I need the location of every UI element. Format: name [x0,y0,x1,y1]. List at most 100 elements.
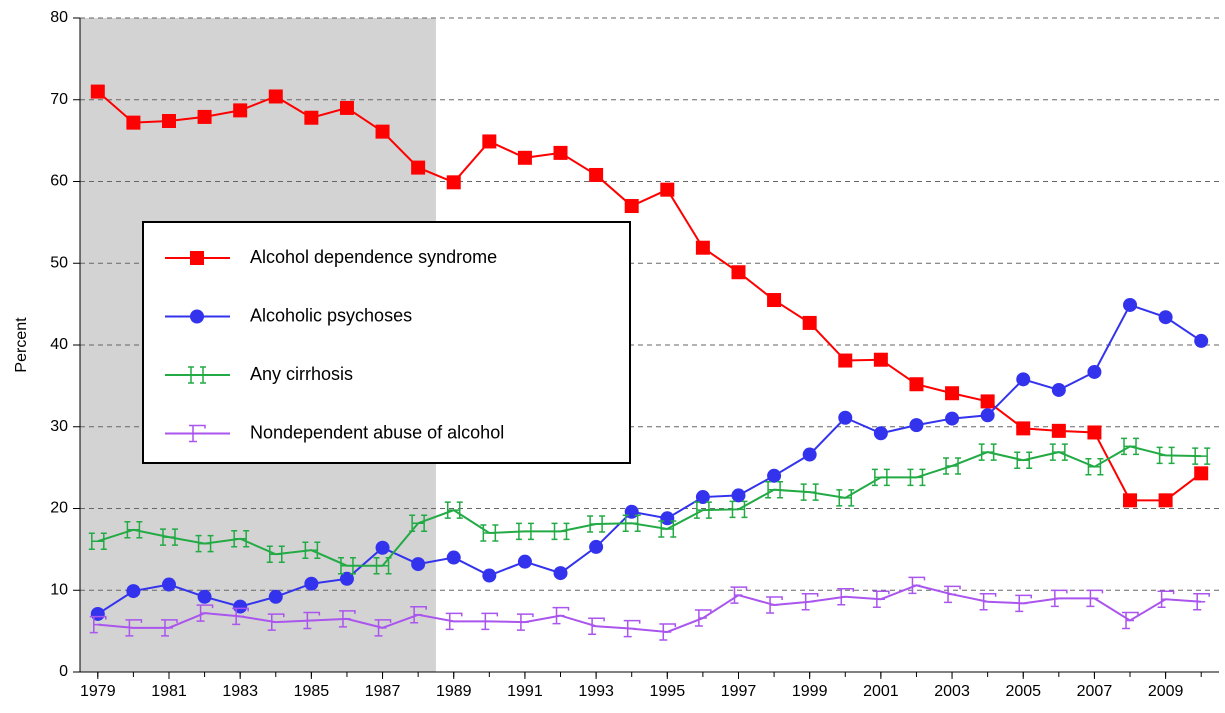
y-tick-label: 50 [50,254,68,271]
marker [802,447,817,462]
marker [944,585,961,604]
y-tick-label: 60 [50,173,68,190]
marker [161,114,176,129]
marker [1087,425,1102,440]
marker [197,589,212,604]
marker [410,606,427,624]
marker [1194,466,1209,481]
marker [515,522,534,541]
marker [1157,590,1175,608]
marker [516,613,534,631]
marker [660,182,675,197]
marker [945,386,960,401]
x-tick-label: 2001 [863,683,899,700]
marker [268,89,283,104]
marker [871,468,890,487]
marker [445,612,463,631]
marker [190,309,204,324]
marker [161,577,176,592]
x-tick-label: 1983 [222,683,258,700]
marker [302,541,321,559]
marker [90,606,105,621]
marker [231,529,250,548]
marker [588,617,605,635]
marker [266,545,285,564]
marker [409,514,428,532]
marker [1123,297,1138,312]
marker [304,576,319,591]
marker [374,619,392,637]
marker [695,240,710,255]
x-tick-label: 2003 [934,683,970,700]
marker [338,610,356,628]
marker [159,528,178,546]
marker [767,468,782,483]
marker [978,443,997,461]
marker [1087,364,1102,379]
marker [444,501,463,519]
marker [1121,437,1140,456]
marker [589,539,604,554]
marker [90,84,105,99]
marker [1050,589,1068,608]
legend-label: Any cirrhosis [250,364,353,384]
marker [1086,589,1104,608]
marker [658,520,677,538]
marker [1016,421,1031,436]
marker [694,609,712,627]
marker [909,418,924,433]
marker [872,590,890,608]
marker [1049,443,1068,461]
y-tick-label: 40 [50,336,68,353]
y-tick-label: 0 [59,663,68,680]
marker [375,124,390,139]
marker [125,619,143,637]
marker [552,606,570,625]
marker [659,623,677,641]
marker [1014,451,1033,470]
marker [232,607,249,626]
marker [233,103,248,118]
marker [802,315,817,330]
marker [767,293,782,308]
marker [1015,594,1032,613]
marker [624,504,639,519]
x-tick-label: 2009 [1148,683,1184,700]
x-tick-label: 2005 [1005,683,1041,700]
marker [88,532,107,550]
marker [517,150,532,165]
marker [838,353,853,368]
marker [1122,611,1139,630]
legend-box [142,221,631,464]
x-tick-label: 2007 [1077,683,1113,700]
marker [1192,447,1211,465]
legend-label: Nondependent abuse of alcohol [250,422,504,442]
marker [838,410,853,425]
marker [766,596,783,614]
marker [587,515,606,533]
legend-label: Alcohol dependence syndrome [250,247,497,267]
marker [482,568,497,583]
marker [907,468,926,487]
x-tick-label: 1991 [507,683,543,700]
marker [233,599,248,614]
marker [553,145,568,160]
marker [801,592,819,611]
x-tick-label: 1999 [792,683,828,700]
marker [303,611,321,630]
marker [190,251,204,265]
x-tick-label: 1981 [151,683,187,700]
y-tick-label: 80 [50,9,68,26]
marker [160,619,178,637]
x-tick-label: 1987 [365,683,401,700]
marker [873,426,888,441]
marker [800,483,819,501]
marker [1158,493,1173,508]
marker [1193,592,1210,611]
marker [411,160,426,175]
marker [446,175,461,190]
marker [622,514,641,532]
marker [1051,382,1066,397]
marker [979,592,997,611]
